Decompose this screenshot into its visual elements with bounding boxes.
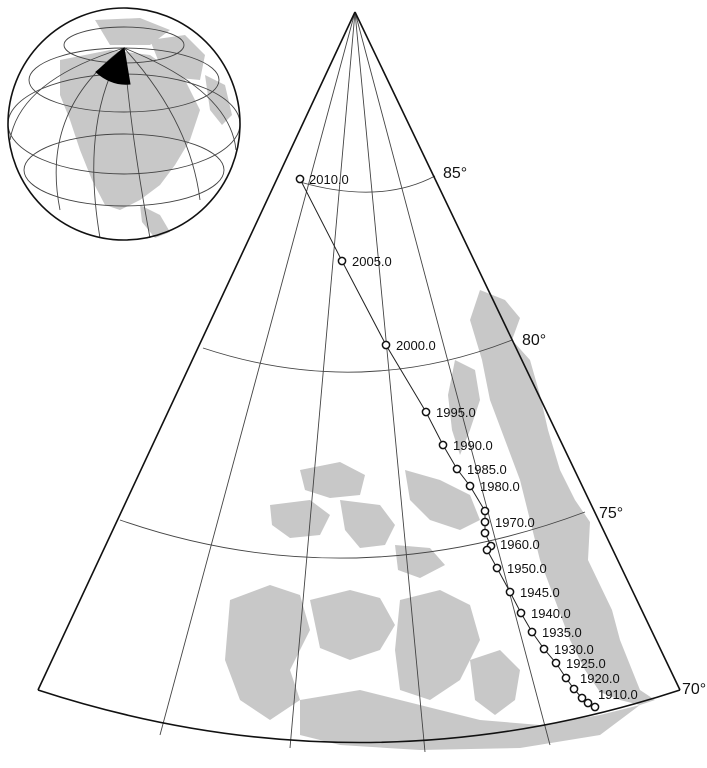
map-frame xyxy=(37,11,681,744)
track-point xyxy=(452,464,462,474)
year-label: 1935.0 xyxy=(542,625,582,640)
lat-label-70: 70° xyxy=(682,681,706,698)
track-point xyxy=(465,481,475,491)
track-point xyxy=(480,517,490,527)
year-label: 1925.0 xyxy=(566,656,606,671)
lat-label-85: 85° xyxy=(443,165,467,182)
year-label: 1960.0 xyxy=(500,537,540,552)
globe-outline xyxy=(7,7,241,241)
land-masses xyxy=(225,290,655,750)
year-labels: 2010.0 2005.0 2000.0 1995.0 1990.0 1985.… xyxy=(309,172,638,702)
track-point xyxy=(590,702,600,712)
track-point xyxy=(583,698,593,708)
land-axel-heiberg xyxy=(448,360,480,455)
meridian-line xyxy=(289,11,356,749)
globe-land xyxy=(60,18,232,238)
land-banks xyxy=(310,590,395,660)
globe-highlighted-sector xyxy=(95,47,131,85)
track-point xyxy=(539,644,549,654)
track-point xyxy=(337,256,347,266)
frame-bottom-arc xyxy=(37,689,681,744)
globe-land-arctic-islands xyxy=(95,18,170,45)
year-label: 1980.0 xyxy=(480,479,520,494)
land-melville xyxy=(270,500,330,538)
year-label: 1910.0 xyxy=(598,687,638,702)
pole-track-points xyxy=(295,174,600,712)
year-label: 1995.0 xyxy=(436,405,476,420)
land-mainland-coast xyxy=(300,690,640,750)
year-label: 1990.0 xyxy=(453,438,493,453)
track-point xyxy=(295,174,305,184)
track-point xyxy=(516,608,526,618)
year-label: 1985.0 xyxy=(467,462,507,477)
lat-arc-85 xyxy=(299,175,436,193)
land-cornwallis xyxy=(395,545,445,578)
track-point xyxy=(480,506,490,516)
land-bathurst xyxy=(340,500,395,548)
year-label: 1945.0 xyxy=(520,585,560,600)
track-point xyxy=(569,684,579,694)
track-point xyxy=(381,340,391,350)
land-greenland-ellesmere-east xyxy=(470,290,655,705)
track-point xyxy=(492,563,502,573)
track-point xyxy=(527,627,537,637)
track-point xyxy=(551,658,561,668)
year-label: 1950.0 xyxy=(507,561,547,576)
globe-land-europe xyxy=(205,75,232,125)
latitude-labels: 85° 80° 75° 70° xyxy=(443,165,706,698)
track-point xyxy=(480,528,490,538)
land-victoria-island xyxy=(225,585,310,720)
globe-land-central-america xyxy=(140,205,170,238)
lat-label-80: 80° xyxy=(522,332,546,349)
land-boothia xyxy=(470,650,520,715)
track-point xyxy=(438,440,448,450)
year-label: 2005.0 xyxy=(352,254,392,269)
land-devon-island xyxy=(405,470,480,530)
track-point xyxy=(505,587,515,597)
year-label: 2000.0 xyxy=(396,338,436,353)
track-point xyxy=(561,673,571,683)
frame-left-edge xyxy=(37,11,356,691)
lat-arc-80 xyxy=(202,339,513,373)
track-point xyxy=(421,407,431,417)
meridian-line xyxy=(354,11,551,746)
year-label: 2010.0 xyxy=(309,172,349,187)
year-label: 1970.0 xyxy=(495,515,535,530)
year-label: 1940.0 xyxy=(531,606,571,621)
inset-globe xyxy=(7,7,241,241)
land-ellef-ringnes xyxy=(300,462,365,498)
meridian-line xyxy=(354,11,426,753)
lat-label-75: 75° xyxy=(599,505,623,522)
track-point xyxy=(577,693,587,703)
globe-land-north-america xyxy=(60,50,200,210)
land-baffin-somerset xyxy=(395,590,480,700)
graticule xyxy=(119,11,586,753)
track-point xyxy=(482,545,492,555)
globe-land-greenland xyxy=(150,35,205,80)
frame-right-edge xyxy=(354,11,681,691)
lat-arc-75 xyxy=(119,511,586,559)
year-label: 1930.0 xyxy=(554,642,594,657)
meridian-line xyxy=(159,11,356,736)
year-label: 1920.0 xyxy=(580,671,620,686)
